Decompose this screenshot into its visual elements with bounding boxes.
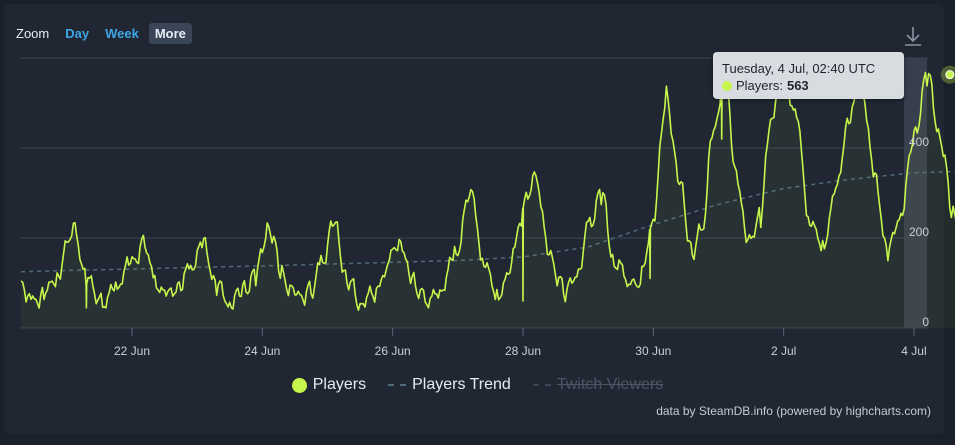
legend: Players Players Trend Twitch Viewers: [0, 376, 955, 394]
series-layer: [20, 65, 955, 328]
zoom-bar: Zoom Day Week More: [16, 23, 192, 44]
credits[interactable]: data by SteamDB.info (powered by highcha…: [656, 404, 931, 418]
zoom-label: Zoom: [16, 26, 50, 41]
hover-band: [904, 58, 927, 328]
twitch-legend-marker: [532, 384, 551, 386]
hover-marker: [945, 70, 955, 80]
x-tick-label: 30 Jun: [635, 344, 671, 358]
legend-item-players-trend[interactable]: Players Trend: [388, 376, 511, 394]
x-tick-label: 26 Jun: [375, 344, 411, 358]
zoom-more-button[interactable]: More: [148, 23, 192, 44]
legend-label-players: Players: [312, 376, 367, 393]
x-axis-ticks: 22 Jun 24 Jun 26 Jun 28 Jun 30 Jun 2 Jul 4 Jul: [114, 328, 927, 358]
legend-label-twitch-viewers: Twitch Viewers: [556, 376, 664, 393]
legend-item-players[interactable]: Players: [291, 376, 367, 394]
zoom-day-button[interactable]: Day: [65, 26, 90, 41]
legend-label-players-trend: Players Trend: [412, 376, 511, 393]
players-line: [20, 65, 955, 311]
x-tick-label: 22 Jun: [114, 344, 150, 358]
marker-layer: [940, 65, 955, 84]
x-tick-label: 28 Jun: [505, 344, 541, 358]
y-axis-ticks: 0 200 400: [909, 135, 929, 329]
tooltip-value: 563: [786, 78, 809, 93]
y-tick-label: 0: [922, 315, 929, 329]
x-tick-label: 24 Jun: [244, 344, 280, 358]
tooltip-series-label: Players:: [736, 78, 783, 93]
x-tick-label: 4 Jul: [901, 344, 926, 358]
tooltip-row: Players: 563: [722, 78, 809, 93]
zoom-week-button[interactable]: Week: [105, 26, 139, 41]
tooltip: Tuesday, 4 Jul, 02:40 UTC Players: 563: [713, 52, 904, 99]
players-legend-marker: [291, 377, 307, 393]
x-tick-label: 2 Jul: [771, 344, 796, 358]
legend-item-twitch-viewers[interactable]: Twitch Viewers: [532, 376, 664, 394]
tooltip-series-dot: [722, 80, 732, 91]
trend-legend-marker: [388, 384, 407, 386]
tooltip-time: Tuesday, 4 Jul, 02:40 UTC: [722, 61, 876, 76]
download-icon[interactable]: [903, 25, 923, 47]
y-tick-label: 400: [909, 135, 929, 149]
y-tick-label: 200: [909, 225, 929, 239]
